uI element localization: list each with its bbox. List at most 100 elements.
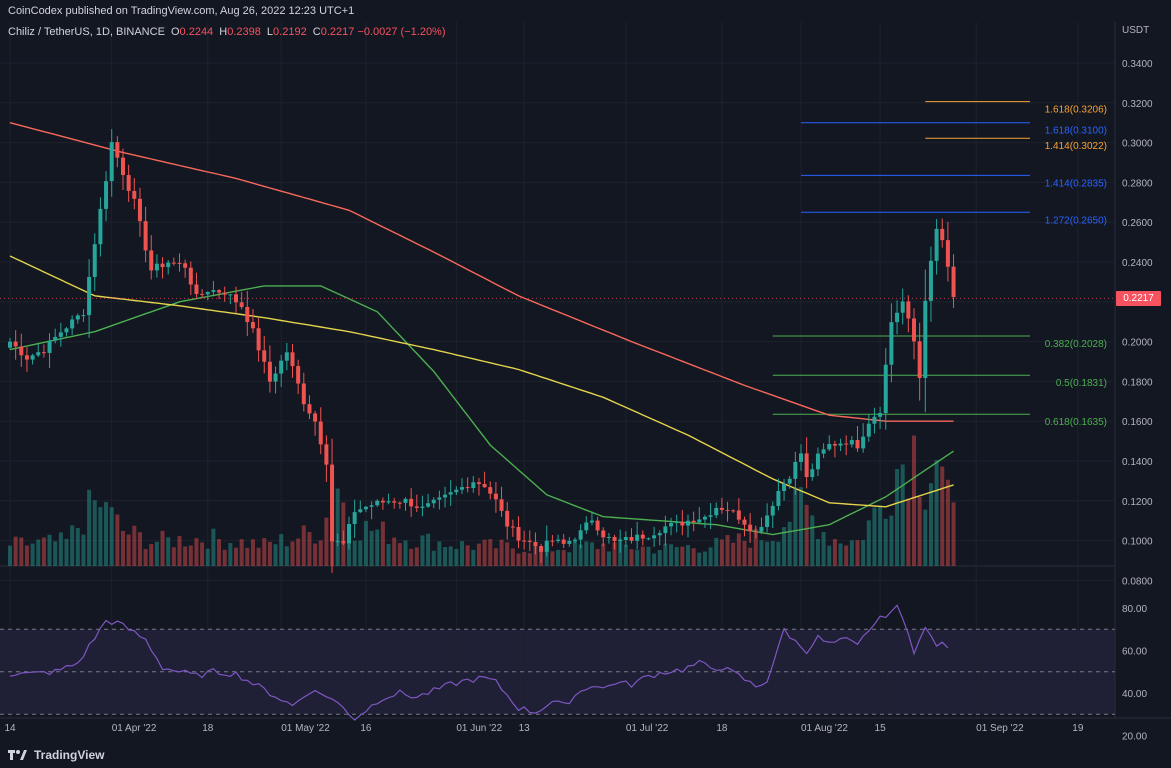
volume-bar [861,540,866,566]
candle-body [19,346,24,356]
candle-body [143,221,148,251]
candle [115,136,120,168]
volume-bar [748,547,753,566]
time-tick-label: 15 [875,723,887,734]
candle [380,497,385,510]
candle [205,291,210,301]
candle [748,513,753,543]
candle-body [403,498,408,503]
candle [109,129,114,197]
candle [691,511,696,532]
candle [53,328,58,344]
volume-bar [612,542,617,566]
volume-bar [256,547,261,566]
candle-body [188,267,193,285]
volume-bar [589,542,594,566]
candle-body [183,263,188,268]
volume-bar [87,489,92,566]
candle-body [397,502,402,504]
volume-bars [8,435,956,566]
low-label: L [266,26,274,38]
volume-bar [200,542,205,566]
candle-body [87,276,92,316]
candle-body [493,493,498,500]
volume-bar [917,497,922,566]
candle [460,478,464,495]
candle-body [70,319,75,329]
candle [273,366,278,394]
price-chart[interactable]: 1.618(0.3206) 1.618(0.3100) 1.414(0.3022) 1… [0,22,1171,741]
volume-bar [36,539,41,566]
candle [166,260,171,275]
candle [324,435,329,482]
volume-bar [561,550,566,566]
candle-body [36,352,41,356]
candle [527,530,532,552]
price-tick-label: 0.2800 [1122,178,1153,189]
volume-bar [855,540,860,566]
candle [397,501,402,509]
ohlc-legend: Chiliz / TetherUS, 1D, BINANCE O0.2244 H… [8,26,446,38]
volume-bar [934,460,939,566]
candle [183,259,188,278]
volume-bar [471,549,476,566]
rsi-tick-label: 20.00 [1122,732,1147,742]
candle [680,510,685,536]
volume-bar [906,498,911,566]
volume-bar [188,545,193,566]
candle [347,516,351,550]
tradingview-brand[interactable]: TradingView [34,747,105,762]
volume-bar [234,547,238,566]
price-axis: 0.34000.32000.30000.28000.26000.24000.22… [1122,59,1153,587]
candle [414,494,419,513]
candle-body [584,522,589,531]
candle-body [849,440,854,445]
candle [335,533,340,547]
candle-body [205,291,210,295]
price-tick-label: 0.2600 [1122,218,1153,229]
candle [878,406,883,429]
candle [375,499,380,507]
candle [945,221,950,282]
candle-body [782,483,787,492]
candle-body [753,531,758,533]
volume-bar [132,525,137,566]
volume-bar [414,547,419,566]
candle-body [200,293,205,295]
volume-bar [793,487,798,566]
candle [330,438,335,573]
candle-body [691,520,696,523]
candle [250,309,255,333]
volume-bar [98,507,103,566]
volume-bar [725,535,730,566]
volume-bar [392,537,397,566]
volume-bar [928,483,933,566]
candle [736,498,741,524]
candle-body [855,440,860,449]
volume-bar [245,547,250,566]
candle [674,514,679,533]
candle [917,322,922,401]
candle [804,437,809,489]
close-value: 0.2217 [320,26,355,38]
candle-body [330,464,335,542]
candle [471,475,476,493]
volume-bar [318,540,323,566]
volume-bar [239,539,244,566]
candle-body [13,341,18,347]
candle-body [646,538,651,540]
candle-body [296,366,301,384]
candle [454,486,459,496]
volume-bar [375,529,380,566]
candle [403,497,408,511]
rsi-tick-label: 40.00 [1122,689,1147,700]
volume-bar [945,479,950,566]
candle-body [222,292,227,295]
candle-body [827,443,832,450]
candle [618,529,623,553]
candle-body [24,355,29,360]
candle [318,407,323,455]
volume-bar [126,534,131,566]
candle [646,537,651,541]
candle-body [725,509,730,511]
